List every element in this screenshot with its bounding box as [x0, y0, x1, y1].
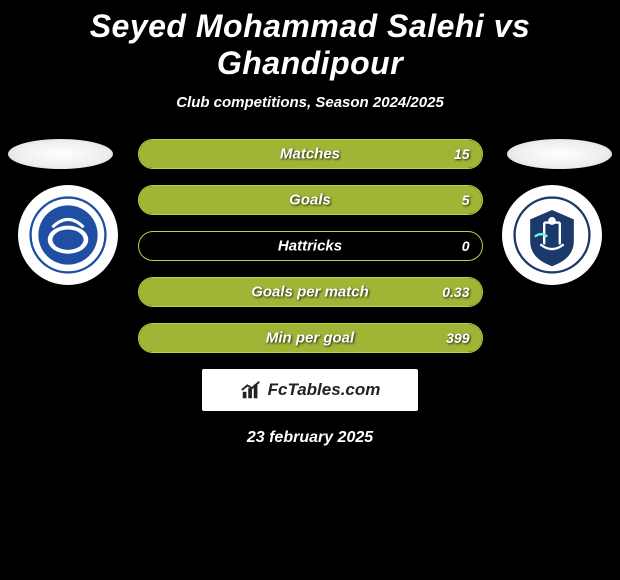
stat-rows: Matches 15 Goals 5 Hattricks 0 Goals per match… [138, 139, 483, 353]
stat-value-right: 5 [462, 192, 470, 208]
stat-label: Matches [280, 146, 340, 163]
stat-row: Hattricks 0 [138, 231, 483, 261]
subtitle: Club competitions, Season 2024/2025 [0, 94, 620, 111]
stat-label: Min per goal [266, 330, 354, 347]
stat-label: Goals [289, 192, 331, 209]
stat-label: Goals per match [251, 284, 369, 301]
stat-value-right: 0 [462, 238, 470, 254]
team-badge-right [502, 185, 602, 285]
player-slot-right [507, 139, 612, 169]
stats-area: ـــ Matches 15 Goals 5 Hattricks 0 Goals per m… [0, 139, 620, 353]
stat-value-right: 0.33 [442, 284, 469, 300]
stat-fill-left [139, 278, 146, 306]
page-title: Seyed Mohammad Salehi vs Ghandipour [0, 0, 620, 82]
player-slot-left [8, 139, 113, 169]
brand-chart-icon [240, 379, 262, 401]
stat-label: Hattricks [278, 238, 342, 255]
stat-fill-left [139, 140, 146, 168]
stat-row: Min per goal 399 [138, 323, 483, 353]
brand-box[interactable]: FcTables.com [202, 369, 418, 411]
date-line: 23 february 2025 [0, 429, 620, 447]
stat-fill-left [139, 186, 146, 214]
svg-text:ـــ: ـــ [65, 215, 71, 221]
crest-right-icon [513, 196, 591, 274]
stat-row: Goals per match 0.33 [138, 277, 483, 307]
stat-fill-left [139, 324, 146, 352]
stat-row: Matches 15 [138, 139, 483, 169]
crest-left-icon: ـــ [29, 196, 107, 274]
stat-value-right: 399 [446, 330, 469, 346]
team-badge-left: ـــ [18, 185, 118, 285]
stat-row: Goals 5 [138, 185, 483, 215]
stat-value-right: 15 [454, 146, 470, 162]
brand-text: FcTables.com [268, 380, 381, 400]
